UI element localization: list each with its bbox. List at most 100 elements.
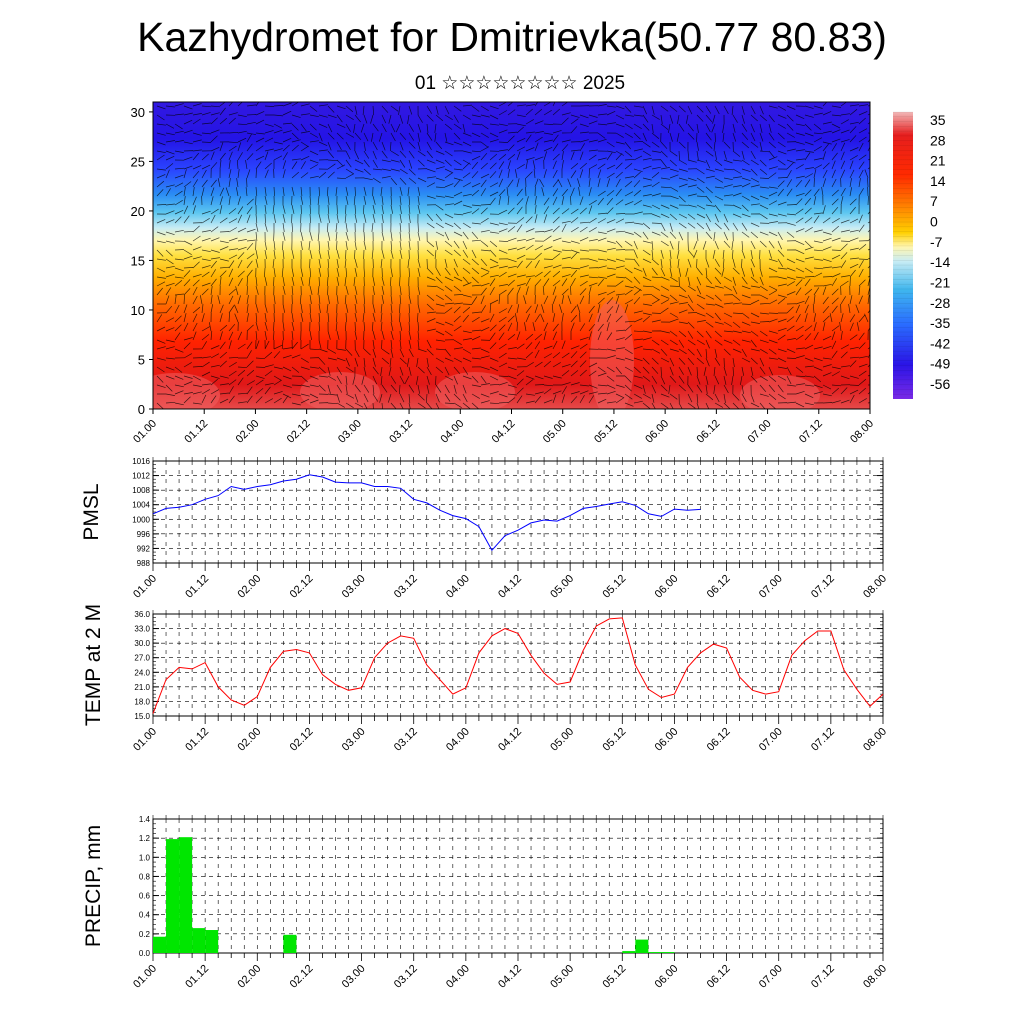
x-tick-label: 04.00 — [444, 963, 472, 991]
y-tick-label: 15.0 — [134, 712, 150, 721]
x-tick-label: 07.12 — [809, 963, 837, 991]
colorbar-label: 14 — [930, 173, 946, 189]
x-tick-label: 02.12 — [288, 726, 316, 754]
colorbar-label: -14 — [930, 254, 950, 270]
heatmap-x-tick-label: 02.00 — [234, 418, 262, 446]
heatmap-x-tick-label: 05.00 — [541, 418, 569, 446]
x-tick-label: 02.12 — [288, 573, 316, 601]
x-tick-label: 06.00 — [653, 726, 681, 754]
y-tick-label: 27.0 — [134, 654, 150, 663]
colorbar-label: -56 — [930, 376, 950, 392]
heatmap-y-tick-label: 5 — [138, 352, 145, 367]
x-tick-label: 01.12 — [183, 573, 211, 601]
x-tick-label: 02.00 — [235, 963, 263, 991]
x-tick-label: 01.00 — [131, 726, 159, 754]
y-tick-label: 992 — [137, 544, 151, 553]
x-tick-label: 06.12 — [705, 726, 733, 754]
y-axis-label: TEMP at 2 M — [82, 604, 105, 726]
plot-frame — [152, 460, 884, 564]
x-tick-label: 03.00 — [340, 726, 368, 754]
heatmap-x-tick-label: 04.00 — [438, 418, 466, 446]
y-tick-label: 0.4 — [139, 911, 151, 920]
heatmap-x-tick-label: 03.12 — [387, 418, 415, 446]
x-tick-label: 08.00 — [861, 573, 889, 601]
y-tick-label: 36.0 — [134, 610, 150, 619]
heatmap-y-tick-label: 15 — [131, 253, 145, 268]
y-tick-label: 1012 — [132, 472, 150, 481]
chart-title: Kazhydromet for Dmitrievka(50.77 80.83) — [137, 14, 887, 60]
y-tick-label: 0.2 — [139, 930, 151, 939]
x-tick-label: 01.12 — [183, 726, 211, 754]
y-tick-label: 1.4 — [139, 815, 151, 824]
heatmap-y-tick-label: 25 — [131, 154, 145, 169]
x-tick-label: 04.12 — [496, 963, 524, 991]
x-tick-label: 07.00 — [757, 963, 785, 991]
x-tick-label: 01.00 — [131, 963, 159, 991]
x-tick-label: 05.12 — [600, 573, 628, 601]
y-axis-label: PRECIP, mm — [82, 825, 105, 947]
heatmap-y-tick-label: 30 — [131, 105, 145, 120]
x-tick-label: 07.12 — [809, 573, 837, 601]
x-tick-label: 03.12 — [392, 573, 420, 601]
heatmap-field — [153, 102, 870, 409]
heatmap-x-tick-label: 01.00 — [131, 418, 159, 446]
x-tick-label: 03.00 — [340, 963, 368, 991]
y-tick-label: 1016 — [132, 457, 150, 466]
precip-bar — [661, 952, 675, 953]
x-tick-label: 02.12 — [288, 963, 316, 991]
x-tick-label: 02.00 — [235, 726, 263, 754]
x-tick-label: 03.12 — [392, 963, 420, 991]
x-tick-label: 07.12 — [809, 726, 837, 754]
x-tick-label: 02.00 — [235, 573, 263, 601]
colorbar-label: 7 — [930, 193, 938, 209]
x-tick-label: 04.00 — [444, 573, 472, 601]
x-tick-label: 04.12 — [496, 726, 524, 754]
y-tick-label: 1008 — [132, 486, 150, 495]
y-tick-label: 0.6 — [139, 892, 151, 901]
temperature-line-chart: 36.0 33.0 30.0 27.0 24.0 21.0 18.0 15.0 01.00 01.… — [82, 604, 889, 754]
y-tick-label: 996 — [137, 530, 151, 539]
colorbar-label: 28 — [930, 132, 946, 148]
precip-bar — [192, 928, 206, 953]
x-tick-label: 05.00 — [548, 726, 576, 754]
colorbar-label: -49 — [930, 356, 950, 372]
temperature-wind-heatmap: 0 5 10 15 20 25 30 01.00 01.12 02.00 02.12 03.00 03.… — [131, 101, 876, 446]
precip-bar — [205, 930, 219, 953]
y-tick-label: 988 — [137, 559, 151, 568]
x-tick-label: 06.00 — [653, 573, 681, 601]
x-tick-label: 06.00 — [653, 963, 681, 991]
heatmap-x-tick-label: 06.00 — [643, 418, 671, 446]
heatmap-y-tick-label: 10 — [131, 303, 145, 318]
precip-bar — [283, 934, 297, 953]
y-tick-label: 1004 — [132, 501, 150, 510]
data-line — [152, 617, 884, 714]
colorbar-label: -35 — [930, 315, 950, 331]
colorbar-label: 35 — [930, 112, 946, 128]
warm-patch — [435, 372, 515, 409]
x-tick-label: 06.12 — [705, 573, 733, 601]
heatmap-x-tick-label: 06.12 — [695, 418, 723, 446]
heatmap-x-tick-label: 08.00 — [848, 418, 876, 446]
colorbar-label: -28 — [930, 295, 950, 311]
y-tick-label: 33.0 — [134, 625, 150, 634]
x-tick-label: 01.12 — [183, 963, 211, 991]
x-tick-label: 01.00 — [131, 573, 159, 601]
y-tick-label: 1.2 — [139, 834, 151, 843]
y-tick-label: 1.0 — [139, 853, 151, 862]
y-tick-label: 24.0 — [134, 668, 150, 677]
x-tick-label: 05.12 — [600, 963, 628, 991]
colorbar-label: -21 — [930, 274, 950, 290]
y-axis-label: PMSL — [80, 483, 103, 540]
precip-bar — [166, 839, 180, 953]
heatmap-x-tick-label: 07.12 — [797, 418, 825, 446]
precip-bar — [153, 936, 167, 953]
x-tick-label: 05.12 — [600, 726, 628, 754]
colorbar: 35 28 21 14 7 0 -7 -14 -21 -28 -35 -42 -49 -56 — [893, 111, 950, 399]
heatmap-x-tick-label: 04.12 — [490, 418, 518, 446]
heatmap-x-tick-label: 03.00 — [336, 418, 364, 446]
pmsl-line-chart: 1016 1012 1008 1004 1000 996 992 988 01.00 01.12 0… — [80, 457, 889, 601]
x-tick-label: 03.12 — [392, 726, 420, 754]
precip-bar — [648, 952, 662, 953]
x-tick-label: 07.00 — [757, 726, 785, 754]
